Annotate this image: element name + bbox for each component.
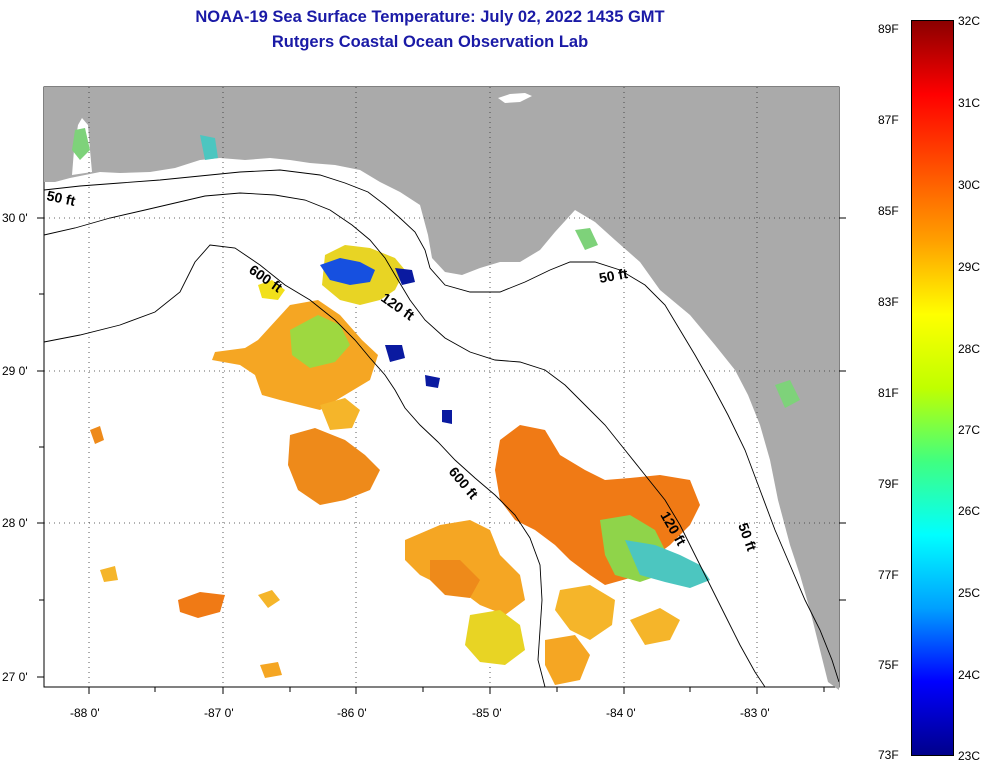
colorbar-c-23: 23C [958,749,981,763]
sst-patch-w2 [258,590,280,608]
colorbar-c-32: 32C [958,14,981,28]
contour-label-50ft-west: 50 ft [45,187,77,209]
lon-label-86: -86 0' [337,706,367,720]
land-panhandle [44,87,839,690]
lon-label-85: -85 0' [472,706,502,720]
frame-ticks [37,217,846,694]
lat-label-30: 30 0' [2,211,28,225]
colorbar-c-25: 25C [958,586,981,600]
contour-600ft [43,244,546,688]
lon-label-84: -84 0' [606,706,636,720]
contour-label-50ft-east: 50 ft [598,265,629,286]
colorbar-f-77: 77F [878,568,899,582]
lon-label-87: -87 0' [204,706,234,720]
map-title: NOAA-19 Sea Surface Temperature: July 02… [195,8,665,26]
lat-label-27: 27 0' [2,670,28,684]
lon-label-83: -83 0' [740,706,770,720]
sst-patch-south-green2 [625,540,710,588]
colorbar-f-79: 79F [878,477,899,491]
land-lake [498,93,532,103]
colorbar-c-24: 24C [958,668,981,682]
depth-contours [43,169,840,688]
colorbar-f-87: 87F [878,113,899,127]
colorbar-f-89: 89F [878,22,899,36]
sst-patch-s [555,585,615,640]
colorbar-f-85: 85F [878,204,899,218]
colorbar-f-73: 73F [878,748,899,762]
map-subtitle: Rutgers Coastal Ocean Observation Lab [271,33,589,51]
sst-coastal-2 [200,135,218,160]
sst-patch-s4 [630,608,680,645]
sst-patch-w5 [100,566,118,582]
colorbar-c-27: 27C [958,423,981,437]
sst-data [72,128,800,685]
sst-cold-north [320,258,375,285]
sst-cold-east [395,268,415,285]
colorbar-f-81: 81F [878,386,899,400]
colorbar-f-83: 83F [878,295,899,309]
sst-patch-w4 [260,662,282,678]
sst-patch-yellow-w [258,280,285,300]
lat-label-28: 28 0' [2,516,28,530]
lon-label-88: -88 0' [70,706,100,720]
contour-120ft [43,192,766,688]
sst-patch-w3 [90,426,104,444]
sst-coastal-4 [775,380,800,408]
sst-patch-mid [288,428,380,505]
lat-label-29: 29 0' [2,364,28,378]
colorbar-c-28: 28C [958,342,981,356]
sst-coastal-1 [72,128,90,160]
sst-coastal-3 [575,228,598,250]
sst-patch-sw2 [430,560,480,598]
sst-patch-s2 [465,610,525,665]
colorbar-c-31: 31C [958,96,981,110]
colorbar-c-26: 26C [958,504,981,518]
contour-50ft-west [43,169,840,683]
colorbar-c-29: 29C [958,260,981,274]
sst-cold-spot1 [385,345,405,362]
colorbar-c-30: 30C [958,178,981,192]
sst-patch-s3 [545,635,590,685]
sst-cold-spot3 [442,410,452,424]
sst-patch-mid2 [320,398,360,430]
temperature-colorbar [911,20,954,756]
sst-patch-central-green [290,315,350,368]
sst-patch-w [178,592,225,618]
colorbar-f-75: 75F [878,658,899,672]
sst-cold-spot2 [425,375,440,388]
